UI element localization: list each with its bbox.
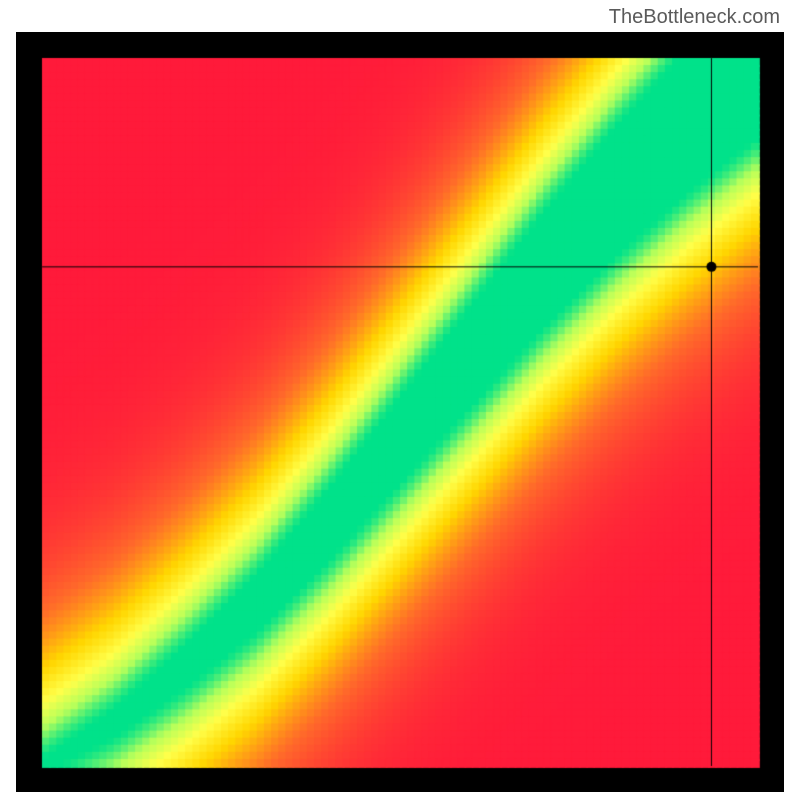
watermark-text: TheBottleneck.com (609, 6, 780, 29)
bottleneck-heatmap-chart (16, 32, 784, 792)
crosshair-overlay (16, 32, 784, 792)
